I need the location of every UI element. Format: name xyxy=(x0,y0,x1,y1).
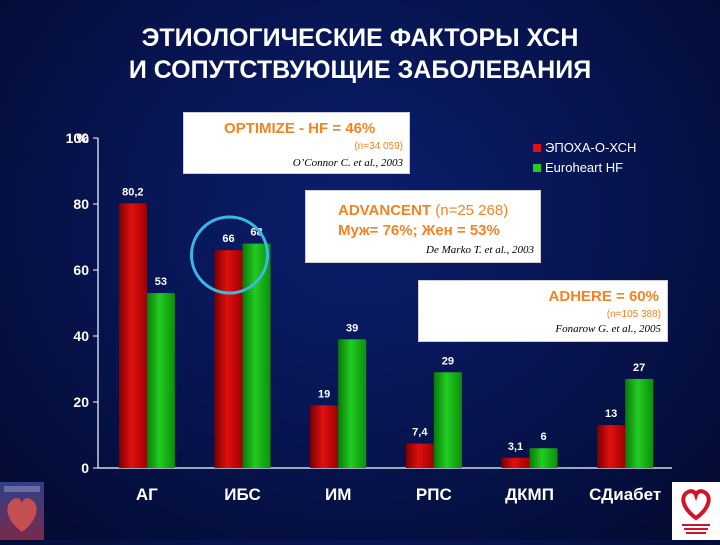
advancent-n: (n=25 268) xyxy=(435,202,509,219)
advancent-sex-ratio: Муж= 76%; Жен = 53% xyxy=(338,222,500,239)
bar-red xyxy=(118,203,147,468)
bar-red xyxy=(501,457,530,468)
heart-society-logo xyxy=(0,482,44,540)
bar-green xyxy=(242,243,271,468)
bar-value-label: 80,2 xyxy=(122,186,143,198)
bar-value-label: 66 xyxy=(222,233,234,245)
slide-title: ЭТИОЛОГИЧЕСКИЕ ФАКТОРЫ ХСН И СОПУТСТВУЮЩ… xyxy=(0,22,720,86)
bar-red xyxy=(214,250,243,468)
legend-swatch xyxy=(533,144,541,152)
x-category-label: АГ xyxy=(136,485,158,504)
y-tick-label: 40 xyxy=(73,328,89,344)
bar-value-label: 39 xyxy=(346,322,358,334)
x-category-label: ДКМП xyxy=(505,485,554,504)
bar-green xyxy=(338,339,367,468)
y-tick-label: 0 xyxy=(81,460,89,476)
bar-green xyxy=(146,293,175,468)
advancent-heading: ADVANCENT (n=25 268) Муж= 76%; Жен = 53% xyxy=(338,201,508,241)
advancent-name: ADVANCENT xyxy=(338,202,432,219)
advancent-note: ADVANCENT (n=25 268) Муж= 76%; Жен = 53%… xyxy=(305,190,541,263)
advancent-citation: De Marko T. et al., 2003 xyxy=(426,244,534,256)
y-tick-label: 60 xyxy=(73,262,89,278)
optimize-heading: OPTIMIZE - HF = 46% xyxy=(224,120,376,137)
title-line-2: И СОПУТСТВУЮЩИЕ ЗАБОЛЕВАНИЯ xyxy=(128,56,592,84)
bar-value-label: 19 xyxy=(318,388,330,400)
adhere-note: ADHERE = 60% (n=105 388) Fonarow G. et a… xyxy=(418,280,668,342)
bar-value-label: 6 xyxy=(540,431,546,443)
y-tick-label: 80 xyxy=(73,196,89,212)
adhere-citation: Fonarow G. et al., 2005 xyxy=(555,323,661,335)
bar-green xyxy=(529,448,558,468)
bar-value-label: 3,1 xyxy=(508,441,523,453)
bar-red xyxy=(310,405,339,468)
bar-red xyxy=(405,443,434,468)
bar-value-label: 13 xyxy=(605,408,617,420)
title-line-1: ЭТИОЛОГИЧЕСКИЕ ФАКТОРЫ ХСН xyxy=(141,24,579,52)
optimize-citation: O’Connor C. et al., 2003 xyxy=(292,157,403,169)
y-tick-label: 100 xyxy=(66,130,90,146)
highlight-circle xyxy=(190,215,269,295)
y-tick-label: 20 xyxy=(73,394,89,410)
x-category-label: ИБС xyxy=(224,485,261,504)
bar-green xyxy=(625,378,654,468)
optimize-note: OPTIMIZE - HF = 46% (n=34 059) O’Connor … xyxy=(183,112,410,174)
adhere-heading: ADHERE = 60% xyxy=(548,288,659,305)
optimize-n: (n=34 059) xyxy=(354,141,403,152)
legend-label: ЭПОХА-О-ХСН xyxy=(545,140,636,155)
bar-value-label: 27 xyxy=(633,362,645,374)
x-category-label: СДиабет xyxy=(589,485,661,504)
legend-swatch xyxy=(533,164,541,172)
bar-value-label: 53 xyxy=(155,276,167,288)
bar-value-label: 29 xyxy=(442,355,454,367)
x-category-label: ИМ xyxy=(325,485,351,504)
legend-label: Euroheart HF xyxy=(545,160,623,175)
bar-green xyxy=(433,372,462,468)
x-category-label: РПС xyxy=(416,485,452,504)
bar-red xyxy=(597,425,626,468)
adhere-n: (n=105 388) xyxy=(606,309,661,320)
european-society-cardiology-logo xyxy=(672,482,720,540)
y-unit-label: % xyxy=(77,130,90,146)
bar-value-label: 7,4 xyxy=(412,427,428,439)
